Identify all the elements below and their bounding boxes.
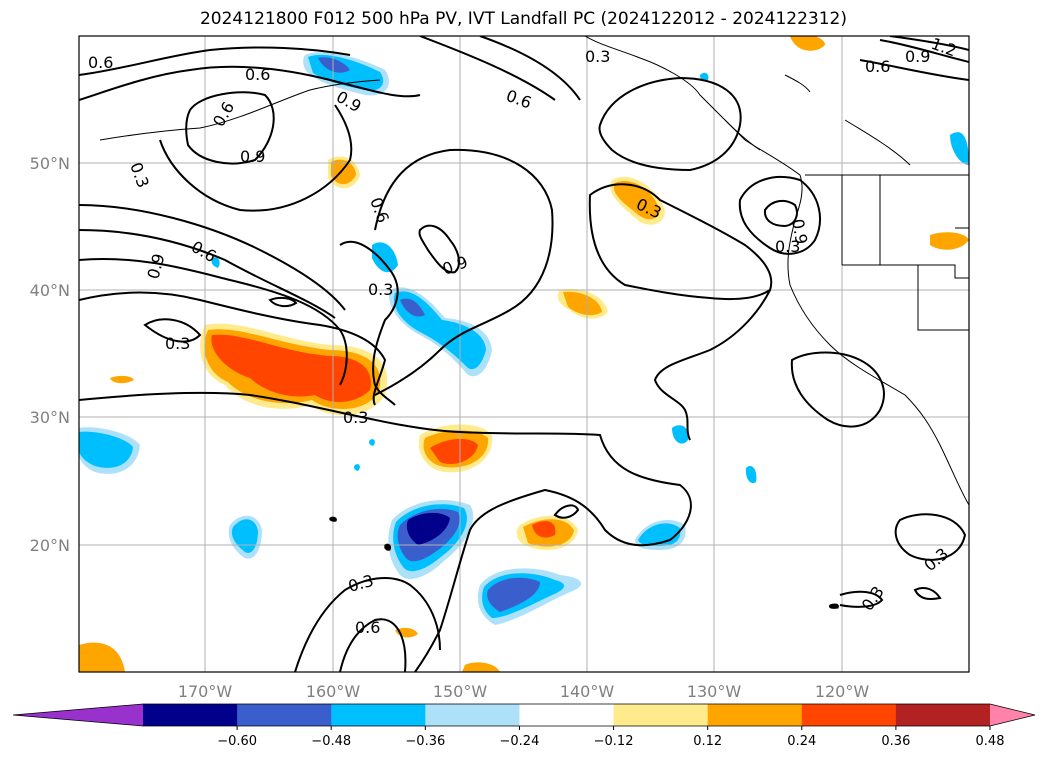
colorbar-segment bbox=[425, 704, 520, 726]
colorbar-tick-label: −0.36 bbox=[405, 734, 445, 749]
contour-label: 0.3 bbox=[368, 280, 393, 299]
contour-label: 0.9 bbox=[788, 217, 811, 245]
lat-tick-label: 30°N bbox=[30, 408, 70, 427]
lon-tick-label: 160°W bbox=[306, 682, 361, 701]
contour-label: 0.3 bbox=[343, 408, 368, 427]
plot-title: 2024121800 F012 500 hPa PV, IVT Landfall… bbox=[199, 9, 847, 29]
colorbar-tick-label: −0.24 bbox=[500, 734, 540, 749]
coastlines bbox=[99, 36, 969, 609]
contour-label: 0.6 bbox=[88, 53, 113, 72]
colorbar-segment bbox=[801, 704, 897, 726]
contour-label: 0.3 bbox=[585, 47, 610, 66]
contour-label: 0.6 bbox=[355, 618, 380, 637]
map-content: 0.6 0.6 0.9 0.3 0.6 0.9 0.3 0.6 0.9 0.3 … bbox=[79, 36, 969, 672]
colorbar-segment bbox=[613, 704, 709, 726]
colorbar-segment bbox=[895, 704, 991, 726]
colorbar-tick-label: 0.24 bbox=[787, 734, 816, 749]
contour-label: 0.9 bbox=[905, 47, 930, 66]
contour-label: 0.3 bbox=[775, 237, 800, 256]
gridlines bbox=[79, 36, 969, 672]
colorbar-segment bbox=[331, 704, 426, 726]
colorbar-tick-label: −0.48 bbox=[311, 734, 351, 749]
lon-tick-label: 170°W bbox=[178, 682, 233, 701]
lon-tick-label: 140°W bbox=[560, 682, 615, 701]
colorbar-extend-min bbox=[13, 704, 143, 726]
colorbar-tick-label: 0.12 bbox=[693, 734, 722, 749]
contour-label: 0.6 bbox=[245, 65, 270, 84]
contour-label: 0.9 bbox=[240, 147, 265, 166]
lon-tick-label: 130°W bbox=[687, 682, 742, 701]
colorbar-outline bbox=[12, 703, 1036, 727]
colorbar-tick-label: −0.60 bbox=[217, 734, 257, 749]
colorbar-extend-max bbox=[990, 704, 1035, 726]
contour-label: 0.3 bbox=[165, 334, 190, 353]
ivt-contours bbox=[79, 36, 969, 672]
colorbar-tick-label: −0.12 bbox=[594, 734, 634, 749]
lat-tick-label: 50°N bbox=[30, 154, 70, 173]
lon-tick-labels: 170°W 160°W 150°W 140°W 130°W 120°W bbox=[178, 682, 870, 701]
colorbar-tick-label: 0.48 bbox=[976, 734, 1005, 749]
lon-tick-label: 120°W bbox=[815, 682, 870, 701]
lat-tick-labels: 50°N 40°N 30°N 20°N bbox=[30, 154, 70, 555]
map-frame bbox=[78, 35, 970, 673]
colorbar: −0.60 −0.48 −0.36 −0.24 −0.12 0.12 0.24 0.36 0.4… bbox=[12, 703, 1036, 749]
lat-tick-label: 20°N bbox=[30, 536, 70, 555]
shaded-anomalies bbox=[79, 36, 969, 672]
contour-label: 0.6 bbox=[865, 57, 890, 76]
colorbar-segment bbox=[237, 704, 332, 726]
colorbar-tick-label: 0.36 bbox=[881, 734, 910, 749]
colorbar-segment bbox=[143, 704, 238, 726]
lat-tick-label: 40°N bbox=[30, 281, 70, 300]
lon-tick-label: 150°W bbox=[433, 682, 488, 701]
colorbar-segment bbox=[707, 704, 803, 726]
colorbar-segment bbox=[519, 704, 615, 726]
